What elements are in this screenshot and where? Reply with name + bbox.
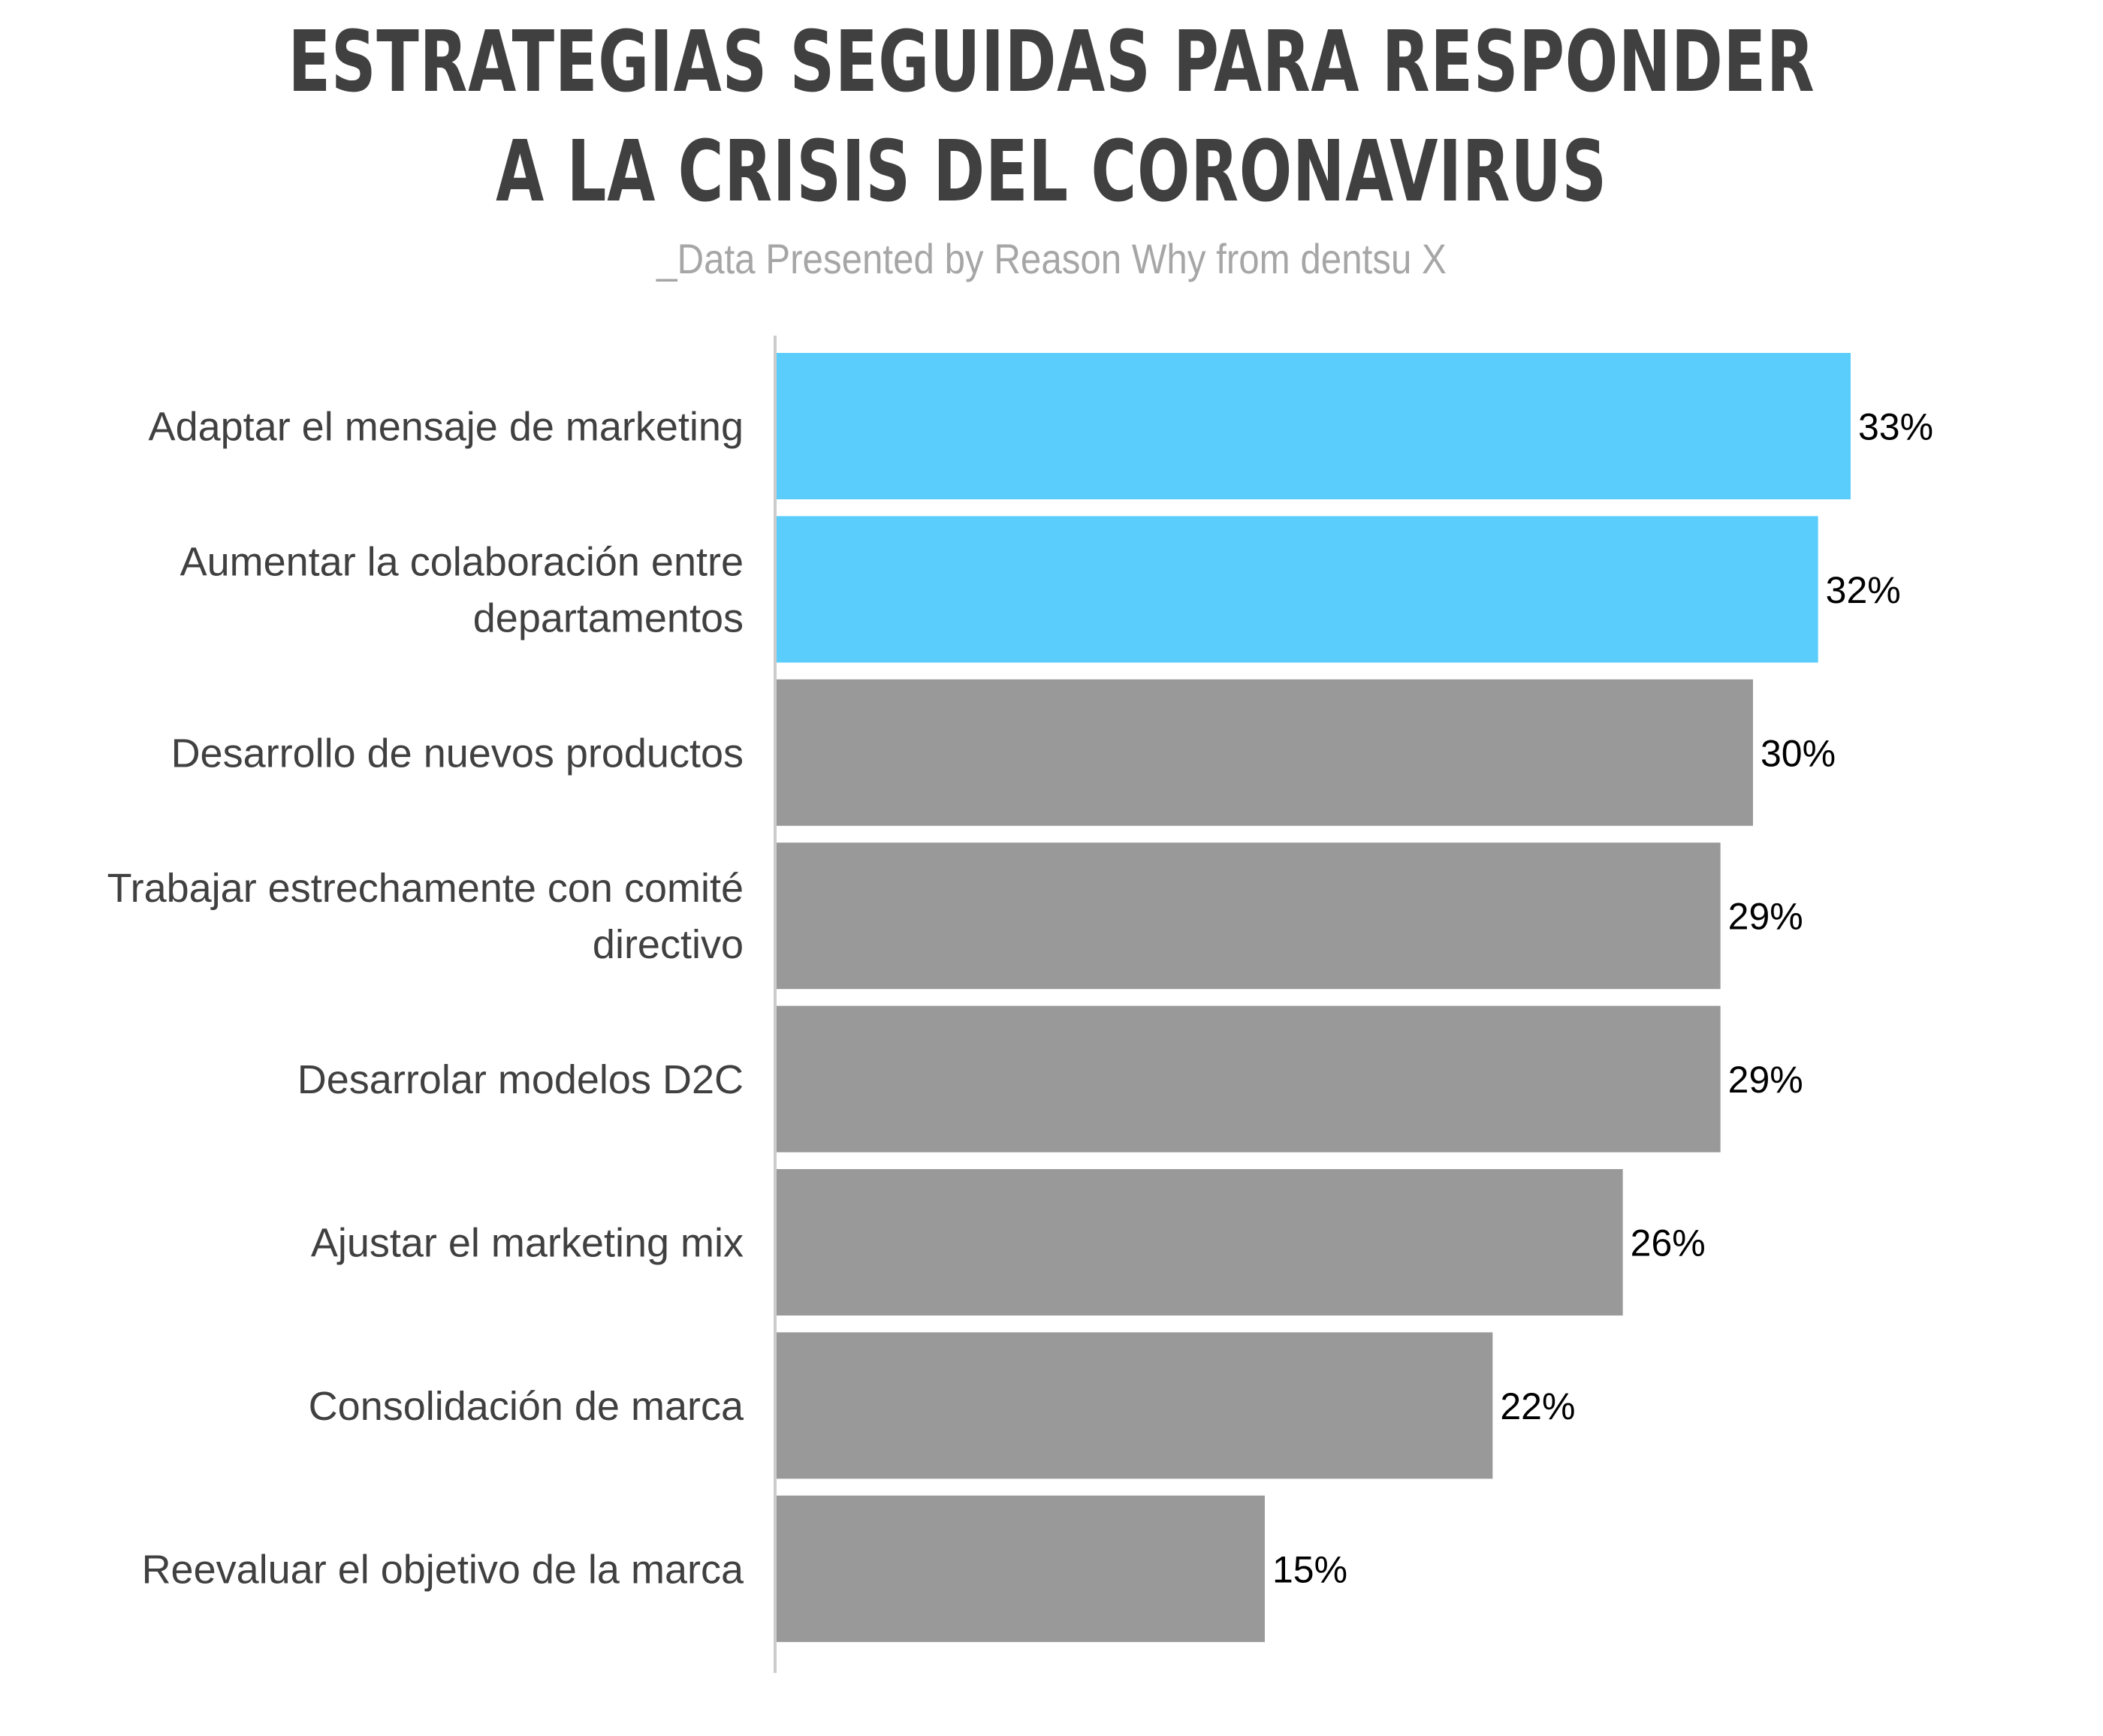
bar-8 <box>777 1495 1265 1642</box>
value-labels-group: 33% 32% 30% 29% 29% 26% 22% 15% <box>1272 406 1933 1591</box>
category-label-1: Adaptar el mensaje de marketing <box>149 405 744 450</box>
bar-6 <box>777 1169 1623 1316</box>
category-label-4-line-2: directivo <box>593 922 744 967</box>
value-label-3: 30% <box>1761 732 1836 774</box>
bar-1 <box>777 353 1851 499</box>
category-label-3-line-1: Desarrollo de nuevos productos <box>171 731 744 776</box>
bar-2 <box>777 516 1818 663</box>
category-label-6: Ajustar el marketing mix <box>311 1221 744 1266</box>
bars-group <box>777 353 1851 1642</box>
category-label-5-line-1: Desarrolar modelos D2C <box>297 1057 744 1102</box>
category-label-4-line-1: Trabajar estrechamente con comité <box>107 866 744 911</box>
bar-5 <box>777 1005 1721 1153</box>
category-label-2-line-1: Aumentar la colaboración entre <box>180 539 744 584</box>
bar-3 <box>777 679 1753 826</box>
category-label-5: Desarrolar modelos D2C <box>297 1057 744 1102</box>
category-label-7-line-1: Consolidación de marca <box>309 1384 744 1429</box>
value-label-8: 15% <box>1272 1548 1347 1590</box>
category-label-8-line-1: Reevaluar el objetivo de la marca <box>142 1547 744 1592</box>
category-label-2-line-2: departamentos <box>473 595 744 640</box>
value-label-1: 33% <box>1858 406 1933 448</box>
value-label-4: 29% <box>1728 896 1803 938</box>
category-label-8: Reevaluar el objetivo de la marca <box>142 1547 744 1592</box>
category-label-1-line-1: Adaptar el mensaje de marketing <box>149 405 744 450</box>
value-label-5: 29% <box>1728 1059 1803 1101</box>
category-label-3: Desarrollo de nuevos productos <box>171 731 744 776</box>
chart-subtitle: _Data Presented by Reason Why from dents… <box>656 235 1447 282</box>
category-label-7: Consolidación de marca <box>309 1384 744 1429</box>
bar-4 <box>777 842 1721 990</box>
category-label-6-line-1: Ajustar el marketing mix <box>311 1221 744 1266</box>
value-label-2: 32% <box>1826 569 1901 611</box>
category-labels-group: Adaptar el mensaje de marketing Aumentar … <box>107 405 744 1593</box>
chart-title-line-2: A LA CRISIS DEL CORONAVIRUS <box>496 123 1607 221</box>
bar-7 <box>777 1332 1493 1479</box>
value-label-6: 26% <box>1631 1222 1706 1264</box>
category-label-2: Aumentar la colaboración entre departamen… <box>180 539 744 640</box>
chart-title-line-1: ESTRATEGIAS SEGUIDAS PARA RESPONDER <box>288 14 1815 111</box>
value-label-7: 22% <box>1500 1385 1575 1427</box>
category-label-4: Trabajar estrechamente con comité directi… <box>107 866 744 967</box>
